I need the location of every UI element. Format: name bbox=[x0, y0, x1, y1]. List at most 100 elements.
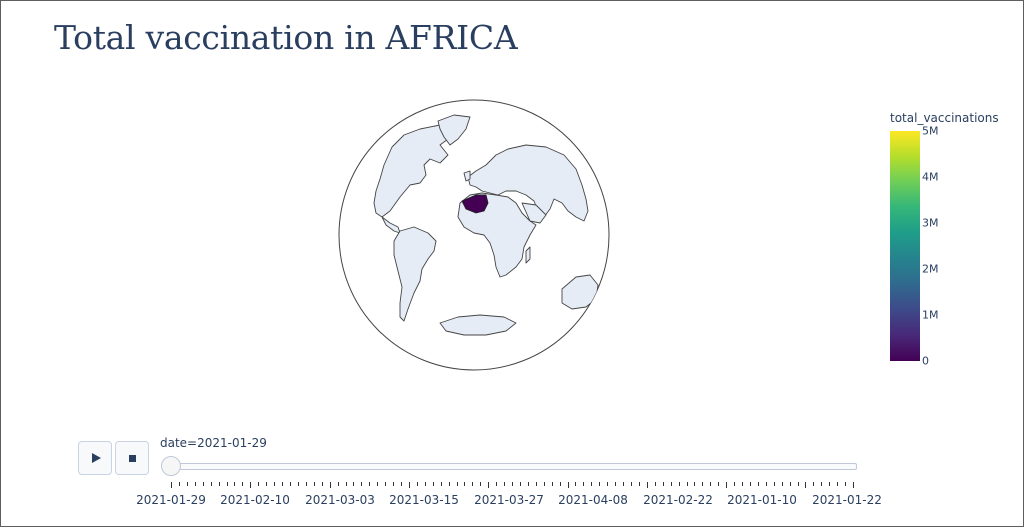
slider-tick bbox=[456, 482, 458, 486]
slider-tick bbox=[583, 482, 585, 486]
slider-tick bbox=[845, 482, 847, 486]
slider-tick bbox=[797, 482, 799, 486]
slider-step-label[interactable]: 2021-01-10 bbox=[727, 493, 797, 507]
slider-rail[interactable] bbox=[163, 463, 857, 470]
slider-tick bbox=[266, 482, 268, 486]
land-arabia bbox=[521, 202, 547, 224]
slider-tick bbox=[408, 482, 410, 488]
slider-tick bbox=[829, 482, 831, 486]
slider-step-label[interactable]: 2021-03-03 bbox=[305, 493, 375, 507]
slider-tick bbox=[234, 482, 236, 486]
land-antarctica bbox=[439, 314, 517, 336]
slider-tick bbox=[504, 482, 506, 486]
slider-tick bbox=[178, 482, 180, 486]
slider-step-label[interactable]: 2021-04-08 bbox=[558, 493, 628, 507]
slider-tick bbox=[496, 482, 498, 486]
slider-tick bbox=[305, 482, 307, 486]
slider-tick bbox=[535, 482, 537, 486]
colorbar-tick: 2M bbox=[922, 262, 939, 276]
slider-tick bbox=[416, 482, 418, 486]
slider-tick bbox=[805, 482, 807, 488]
land-africa bbox=[457, 192, 537, 278]
slider-tick bbox=[726, 482, 728, 488]
slider-tick bbox=[353, 482, 355, 486]
slider-tick bbox=[654, 482, 656, 486]
slider-tick bbox=[646, 482, 648, 488]
slider-tick bbox=[448, 482, 450, 486]
slider-tick bbox=[202, 482, 204, 486]
slider-tick bbox=[218, 482, 220, 486]
slider-step-label[interactable]: 2021-01-29 bbox=[136, 493, 206, 507]
slider-step-label[interactable]: 2021-01-22 bbox=[812, 493, 882, 507]
slider-tick bbox=[853, 482, 854, 488]
colorbar-tick: 4M bbox=[922, 170, 939, 184]
slider-tick bbox=[567, 482, 569, 488]
slider-tick bbox=[194, 482, 196, 486]
slider-tick bbox=[702, 482, 704, 486]
play-icon bbox=[91, 453, 101, 463]
slider-tick bbox=[401, 482, 402, 486]
slider-tick bbox=[226, 482, 228, 486]
slider-step-label[interactable]: 2021-03-27 bbox=[474, 493, 544, 507]
slider-tick bbox=[607, 482, 609, 486]
colorbar-title: total_vaccinations bbox=[890, 111, 999, 125]
slider-tick bbox=[290, 482, 291, 486]
slider-tick bbox=[337, 482, 339, 486]
slider-tick bbox=[543, 482, 545, 486]
slider-tick bbox=[615, 482, 617, 486]
slider-tick bbox=[638, 482, 640, 486]
slider-step-label[interactable]: 2021-02-10 bbox=[220, 493, 290, 507]
colorbar-tick: 3M bbox=[922, 216, 939, 230]
stop-icon bbox=[128, 454, 136, 462]
slider-tick bbox=[242, 482, 244, 486]
slider-tick bbox=[734, 482, 735, 486]
slider-tick bbox=[749, 482, 751, 486]
slider-tick bbox=[186, 482, 188, 486]
slider-tick bbox=[210, 482, 212, 486]
slider-tick bbox=[432, 482, 434, 486]
slider-tick bbox=[718, 482, 720, 486]
slider-handle[interactable] bbox=[161, 456, 181, 476]
slider-tick bbox=[377, 482, 379, 486]
slider-tick bbox=[488, 482, 490, 488]
slider-tick bbox=[472, 482, 474, 486]
slider-current-value: date=2021-01-29 bbox=[160, 436, 267, 450]
slider-tick bbox=[297, 482, 299, 486]
globe-map[interactable] bbox=[336, 99, 612, 375]
colorbar-tick: 5M bbox=[922, 124, 939, 138]
slider-tick bbox=[464, 482, 466, 486]
slider-tick bbox=[321, 482, 323, 486]
slider-tick bbox=[575, 482, 577, 486]
stop-button[interactable] bbox=[115, 441, 149, 475]
slider-tick bbox=[527, 482, 529, 486]
slider-tick bbox=[757, 482, 759, 486]
slider-tick bbox=[591, 482, 593, 486]
slider-tick bbox=[559, 482, 561, 486]
slider-tick bbox=[393, 482, 394, 486]
slider-tick bbox=[765, 482, 767, 486]
country-algeria[interactable] bbox=[461, 194, 489, 214]
slider-tick bbox=[369, 482, 371, 486]
slider-tick bbox=[424, 482, 426, 486]
slider-tick bbox=[250, 482, 252, 488]
slider-tick bbox=[678, 482, 680, 486]
slider-tick bbox=[329, 482, 331, 488]
slider-tick bbox=[274, 482, 276, 486]
slider-tick bbox=[837, 482, 839, 486]
figure-title: Total vaccination in AFRICA bbox=[54, 18, 518, 57]
land-greenland bbox=[437, 114, 471, 146]
slider-tick bbox=[631, 482, 632, 486]
slider-tick bbox=[519, 482, 521, 486]
slider-tick bbox=[773, 482, 775, 486]
slider-step-label[interactable]: 2021-02-22 bbox=[643, 493, 713, 507]
slider-tick bbox=[710, 482, 712, 486]
slider-tick bbox=[282, 482, 283, 486]
slider-tick bbox=[694, 482, 696, 486]
play-button[interactable] bbox=[78, 441, 112, 475]
slider-tick bbox=[821, 482, 823, 486]
slider-tick bbox=[361, 482, 363, 486]
land-south-america bbox=[393, 226, 437, 322]
slider-step-label[interactable]: 2021-03-15 bbox=[389, 493, 459, 507]
slider-tick bbox=[313, 482, 315, 486]
colorbar-tick: 0 bbox=[922, 354, 929, 368]
